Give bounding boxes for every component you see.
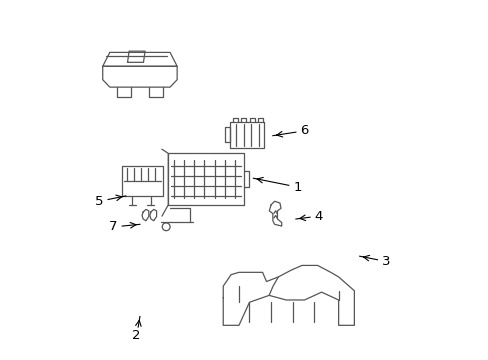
Text: 4: 4: [314, 210, 323, 222]
Text: 3: 3: [381, 255, 389, 268]
Text: 6: 6: [300, 124, 308, 137]
Text: 2: 2: [132, 329, 141, 342]
Text: 7: 7: [109, 220, 118, 233]
Text: 5: 5: [95, 195, 103, 208]
Text: 1: 1: [293, 181, 301, 194]
